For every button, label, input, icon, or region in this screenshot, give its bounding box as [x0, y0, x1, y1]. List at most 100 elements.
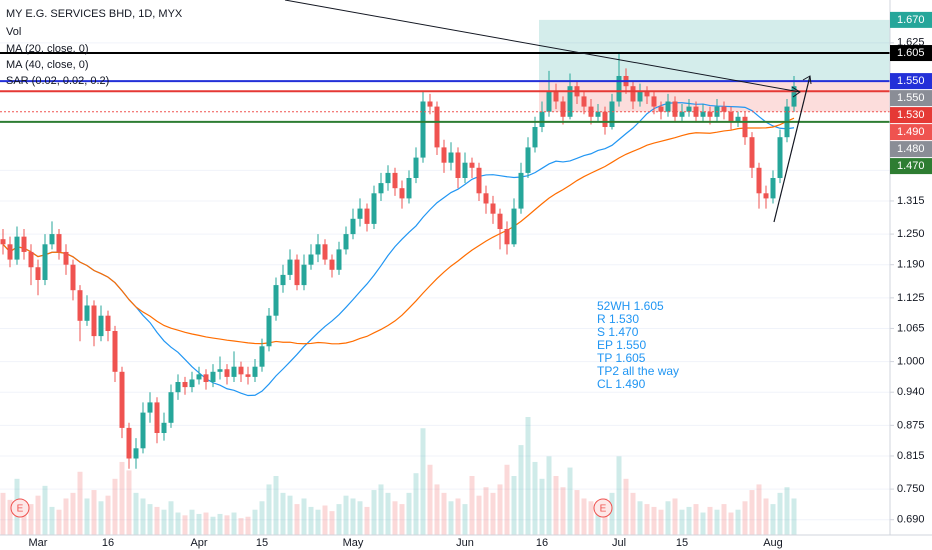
candle-body [630, 86, 636, 102]
candle-body [357, 208, 363, 219]
volume-bar [399, 504, 405, 535]
y-tick-label: 0.875 [897, 419, 925, 431]
volume-bar [413, 473, 419, 535]
candle-body [49, 234, 55, 245]
volume-bar [140, 498, 146, 535]
candle-body [77, 290, 83, 321]
candle-body [609, 101, 615, 127]
volume-bar [350, 498, 356, 535]
volume-bar [105, 495, 111, 535]
volume-bar [84, 498, 90, 535]
x-tick-label: Jun [456, 537, 474, 549]
volume-bar [539, 478, 545, 535]
candle-body [406, 177, 412, 199]
candle-body [777, 137, 783, 178]
candle-body [28, 251, 34, 268]
candle-body [259, 346, 265, 367]
candle-body [14, 236, 20, 260]
x-tick-label: Jul [612, 537, 626, 549]
candle-body [378, 183, 384, 194]
volume-bar [672, 498, 678, 535]
legend-item: MA (40, close, 0) [6, 59, 89, 71]
candle-body [315, 244, 321, 255]
volume-bar [791, 498, 797, 535]
price-label: 1.550 [897, 75, 925, 87]
annotation: TP2 all the way [597, 364, 679, 378]
trend-line [284, 0, 801, 93]
candle-body [497, 213, 503, 229]
candle-body [476, 167, 482, 194]
candle-body [658, 106, 664, 112]
trend-lines [284, 0, 812, 223]
volume-bar [259, 501, 265, 535]
volume-bar [343, 495, 349, 535]
volume-bar [364, 506, 370, 535]
volume-bar [644, 504, 650, 535]
volume-bar [637, 501, 643, 535]
volume-bar [609, 492, 615, 535]
volume-bar [0, 492, 6, 535]
candle-body [133, 448, 139, 459]
candle-body [728, 111, 734, 122]
candle-body [532, 126, 538, 148]
x-tick-label: 15 [256, 537, 268, 549]
candle-body [35, 267, 41, 280]
annotation: S 1.470 [597, 325, 639, 339]
x-tick-label: Aug [763, 537, 783, 549]
volume-bar [406, 492, 412, 535]
candle-body [63, 251, 69, 265]
position-zones [539, 19, 890, 112]
horizontal-lines [0, 52, 890, 123]
price-label: 1.480 [897, 143, 925, 155]
price-label-box [890, 124, 932, 141]
volume-bar [322, 505, 328, 535]
candle-body [70, 264, 76, 291]
candle-body [595, 111, 601, 117]
volume-bar [455, 498, 461, 535]
volume-bar [231, 512, 237, 535]
candle-body [371, 193, 377, 224]
candle-body [462, 162, 468, 178]
candle-body [567, 86, 573, 117]
volume-bar [161, 509, 167, 535]
volume-bar [483, 487, 489, 535]
candle-body [322, 244, 328, 260]
candle-body [770, 177, 776, 199]
y-tick-label: 0.815 [897, 450, 925, 462]
annotation: 52WH 1.605 [597, 299, 664, 313]
candle-body [280, 274, 286, 286]
legend-item: Vol [6, 26, 21, 38]
event-marker [593, 498, 613, 518]
volume-bar [35, 495, 41, 535]
x-tick-label: Apr [190, 537, 207, 549]
candle-body [112, 330, 118, 372]
volume-bar [238, 518, 244, 535]
volume-bar [378, 484, 384, 535]
volume-bar [686, 506, 692, 535]
volume-bar [77, 471, 83, 535]
volume-bar [497, 484, 503, 535]
legend-item: MA (20, close, 0) [6, 43, 89, 55]
price-label: 1.530 [897, 109, 925, 121]
volume-bar [532, 461, 538, 535]
volume-bar [476, 495, 482, 535]
volume-bar [56, 509, 62, 535]
candle-body [196, 374, 202, 380]
candle-body [602, 111, 608, 127]
volume-bar [749, 490, 755, 535]
candle-body [707, 111, 713, 117]
volume-bar [511, 476, 517, 535]
candle-body [644, 91, 650, 97]
candle-body [504, 228, 510, 245]
candle-body [434, 106, 440, 148]
volume-bar [217, 513, 223, 535]
legend: MY E.G. SERVICES BHD, 1D, MYX Vol MA (20… [6, 8, 183, 87]
candle-body [686, 106, 692, 112]
price-label-box [890, 90, 932, 107]
price-label-box [890, 107, 932, 124]
candle-body [539, 111, 545, 127]
volume-bar [623, 478, 629, 535]
candle-body [700, 111, 706, 117]
price-label: 1.605 [897, 47, 925, 59]
